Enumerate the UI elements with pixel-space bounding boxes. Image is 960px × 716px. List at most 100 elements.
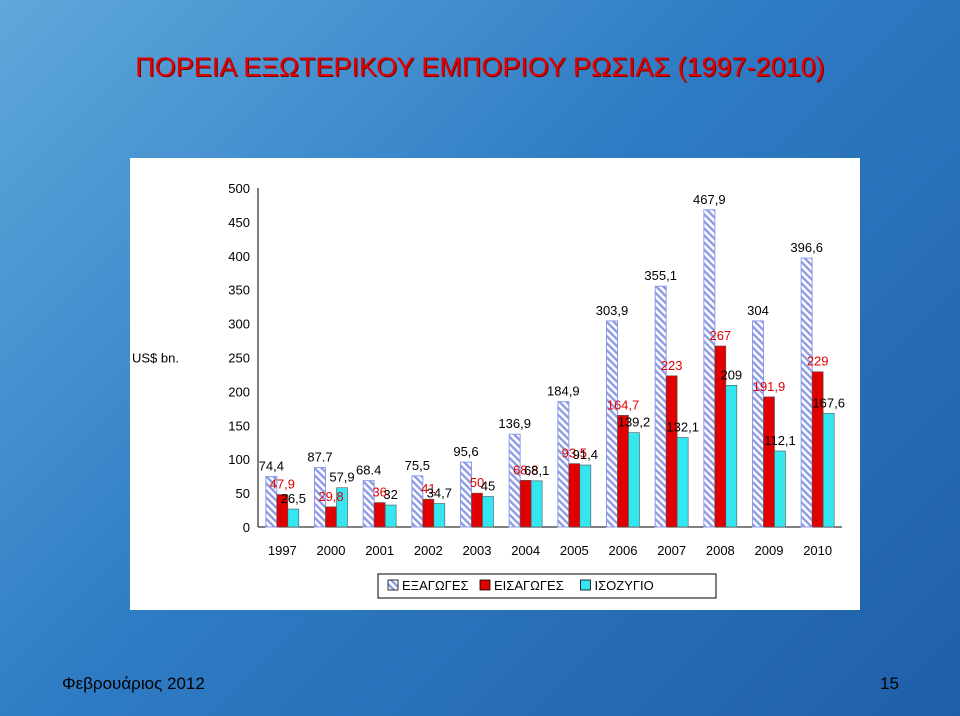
x-tick-label: 2000 <box>317 543 346 558</box>
bar-balance-2000 <box>336 487 348 528</box>
footer-date: Φεβρουάριος 2012 <box>62 674 205 693</box>
legend-label: ΙΣΟΖΥΓΙΟ <box>595 578 654 593</box>
legend-swatch <box>479 579 491 591</box>
bar-balance-1997 <box>287 508 300 528</box>
data-label: 36 <box>372 485 386 500</box>
data-label: 68.4 <box>356 463 381 478</box>
x-tick-label: 2004 <box>511 543 540 558</box>
bar-imports-2005 <box>568 463 581 528</box>
data-label: 75,5 <box>405 458 430 473</box>
bar-balance-2007 <box>676 437 689 528</box>
data-label: 355,1 <box>644 268 677 283</box>
x-tick-label: 2008 <box>706 543 735 558</box>
bar-balance-2003 <box>482 496 494 528</box>
bar-exports-2008 <box>703 209 716 528</box>
x-tick-label: 2003 <box>463 543 492 558</box>
y-tick-label: 450 <box>228 215 250 230</box>
bar-imports-2006 <box>617 415 629 528</box>
data-label: 136,9 <box>498 416 531 431</box>
y-tick-label: 0 <box>243 520 250 535</box>
legend-box <box>377 573 717 599</box>
bar-exports-2006 <box>606 320 618 528</box>
data-label: 93,5 <box>562 446 587 461</box>
data-label: 26,5 <box>281 491 306 506</box>
bar-exports-2010 <box>800 257 813 528</box>
y-tick-label: 50 <box>236 486 250 501</box>
bar-balance-2001 <box>384 504 397 528</box>
x-tick-label: 2009 <box>755 543 784 558</box>
data-label: 164,7 <box>607 397 640 412</box>
bar-balance-2008 <box>725 384 738 528</box>
bar-imports-2001 <box>373 502 386 528</box>
data-label: 91,4 <box>573 447 598 462</box>
bar-balance-2004 <box>530 480 543 528</box>
page-number: 15 <box>880 674 899 693</box>
bar-balance-2009 <box>774 450 786 528</box>
data-label: 32 <box>383 487 397 502</box>
bar-exports-2009 <box>752 320 764 528</box>
bar-balance-2010 <box>822 413 835 528</box>
bar-imports-2003 <box>471 492 483 528</box>
bar-imports-2000 <box>325 506 337 528</box>
data-label: 229 <box>807 354 829 369</box>
data-label: 45 <box>481 478 495 493</box>
data-label: 267 <box>709 328 731 343</box>
data-label: 132,1 <box>666 419 699 434</box>
data-label: 74,4 <box>259 459 284 474</box>
x-tick-label: 2010 <box>803 543 832 558</box>
y-tick-label: 200 <box>228 384 250 399</box>
chart-panel: US$ bn. 0 50 100 150 200 250 300 350 400 450 500 19… <box>130 158 860 610</box>
data-label: 303,9 <box>596 303 629 318</box>
data-label: 112,1 <box>764 433 796 448</box>
slide-title: ΠΟΡΕΙΑ ΕΞΩΤΕΡΙΚΟΥ ΕΜΠΟΡΙΟΥ ΡΩΣΙΑΣ (1997-… <box>135 52 825 82</box>
bar-imports-2002 <box>422 498 435 528</box>
bar-exports-2005 <box>557 401 570 528</box>
trade-bar-chart: US$ bn. 05010015020025030035040045050019… <box>132 181 845 599</box>
bar-imports-2009 <box>763 396 775 528</box>
x-tick-label: 2007 <box>657 543 686 558</box>
y-tick-label: 350 <box>228 283 250 298</box>
y-tick-label: 400 <box>228 249 250 264</box>
data-label: 184,9 <box>547 384 580 399</box>
x-tick-label: 2002 <box>414 543 443 558</box>
data-label: 87.7 <box>307 450 332 465</box>
y-axis-title: US$ bn. <box>132 351 179 366</box>
data-label: 68,8 <box>513 462 538 477</box>
y-tick-label: 300 <box>228 317 250 332</box>
x-tick-label: 2006 <box>609 543 638 558</box>
data-label: 68,1 <box>524 463 549 478</box>
data-label: 47,9 <box>270 477 295 492</box>
bar-exports-2000 <box>314 467 326 528</box>
data-label: 167,6 <box>812 395 845 410</box>
x-tick-label: 2001 <box>365 543 394 558</box>
y-tick-label: 250 <box>228 351 250 366</box>
bar-balance-2005 <box>579 464 592 528</box>
bar-exports-2004 <box>508 433 521 528</box>
y-tick-label: 500 <box>228 181 250 196</box>
data-label: 467,9 <box>693 192 726 207</box>
data-label: 57,9 <box>329 470 354 485</box>
x-tick-label: 1997 <box>268 543 297 558</box>
data-label: 50 <box>470 475 484 490</box>
data-label: 95,6 <box>453 444 478 459</box>
bar-exports-2003 <box>460 461 472 528</box>
legend-swatch <box>580 579 591 591</box>
x-tick-label: 2005 <box>560 543 589 558</box>
data-label: 41 <box>421 481 435 496</box>
bar-balance-2002 <box>433 503 446 528</box>
bar-balance-2006 <box>628 432 640 528</box>
bar-imports-2007 <box>665 375 678 528</box>
data-label: 139,2 <box>618 415 651 430</box>
data-label: 191,9 <box>753 379 786 394</box>
legend-label: ΕΞΑΓΩΓΕΣ <box>402 578 469 593</box>
data-label: 304 <box>747 303 769 318</box>
data-label: 29,8 <box>318 489 343 504</box>
legend-swatch <box>387 579 399 591</box>
legend-label: ΕΙΣΑΓΩΓΕΣ <box>494 578 564 593</box>
y-tick-label: 150 <box>228 418 250 433</box>
bar-exports-2007 <box>654 285 667 528</box>
bar-imports-2004 <box>519 480 532 528</box>
y-tick-label: 100 <box>228 452 250 467</box>
data-label: 209 <box>720 367 742 382</box>
data-label: 223 <box>661 358 683 373</box>
